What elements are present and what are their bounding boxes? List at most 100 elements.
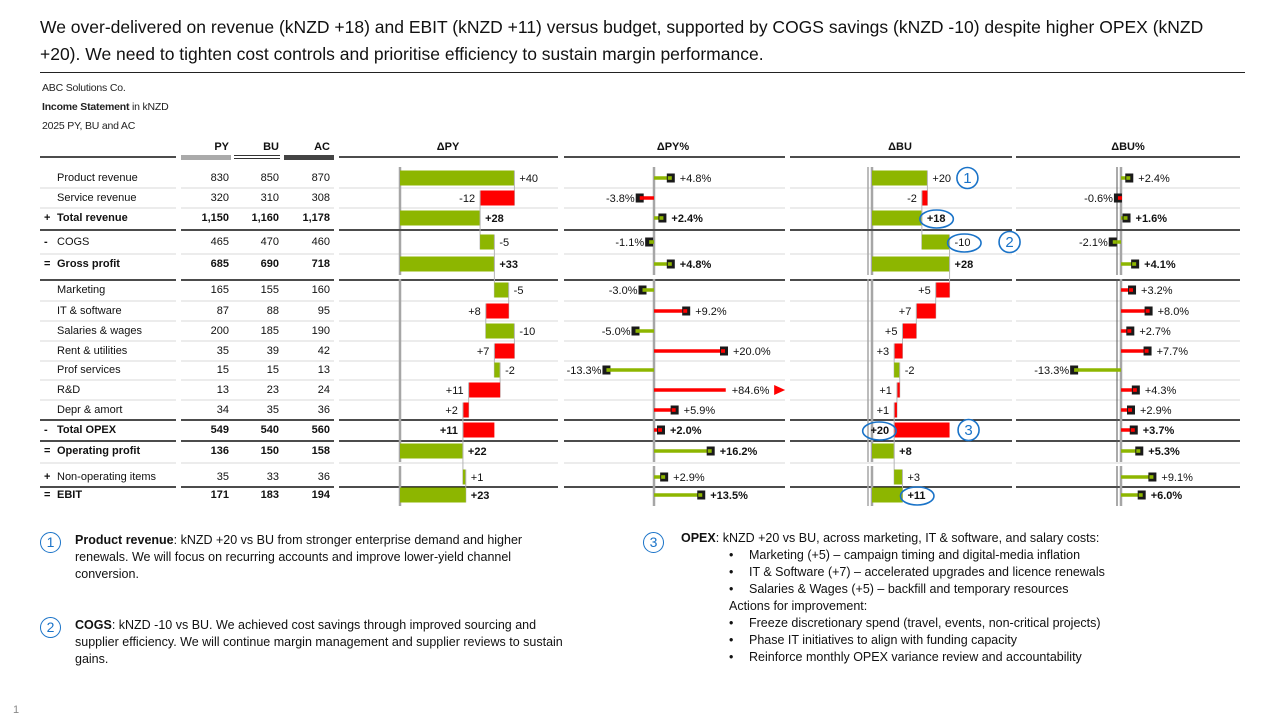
- cell-bu: 88: [267, 305, 279, 317]
- cell-ac: 95: [318, 305, 330, 317]
- note-sep: :: [111, 618, 119, 632]
- cell-ac: 560: [312, 424, 330, 436]
- waterfall-label: -12: [459, 193, 475, 205]
- waterfall-bar: [480, 190, 515, 206]
- pin-marker-inner: [1127, 329, 1132, 333]
- cell-bu: 183: [261, 489, 279, 501]
- pin-marker-inner: [1130, 428, 1135, 432]
- pin-label: +84.6%: [732, 385, 770, 397]
- pin-label: -3.0%: [609, 285, 638, 297]
- waterfall-bar: [872, 170, 928, 186]
- row-prefix: +: [44, 471, 50, 483]
- cell-ac: 42: [318, 345, 330, 357]
- waterfall-bar: [462, 469, 466, 485]
- cell-py: 1,150: [201, 212, 229, 224]
- callout-badge-chart: [998, 230, 1021, 254]
- callout-ellipse: [899, 486, 935, 506]
- waterfall-bar: [468, 382, 501, 398]
- cell-bu: 470: [261, 236, 279, 248]
- row-label: COGS: [57, 236, 89, 248]
- row-prefix: +: [44, 212, 50, 224]
- pin-label: -1.1%: [615, 237, 644, 249]
- pin-label: -13.3%: [567, 365, 602, 377]
- pin-marker-inner: [635, 329, 640, 333]
- list-item: Salaries & Wages (+5) – backfill and tem…: [729, 581, 1241, 598]
- headline-message: We over-delivered on revenue (kNZD +18) …: [40, 17, 1204, 64]
- waterfall-label: -2: [907, 193, 917, 205]
- cell-bu: 39: [267, 345, 279, 357]
- waterfall-label: +11: [907, 490, 925, 502]
- waterfall-bar: [894, 343, 903, 359]
- pin-label: +4.3%: [1145, 385, 1177, 397]
- waterfall-label: +2: [445, 405, 458, 417]
- waterfall-bar: [485, 323, 515, 339]
- company-name: ABC Solutions Co.: [42, 82, 126, 94]
- pin-label: +2.7%: [1139, 326, 1171, 338]
- pin-marker-inner: [639, 196, 644, 200]
- period-label: 2025 PY, BU and AC: [42, 120, 136, 132]
- cell-ac: 870: [312, 172, 330, 184]
- waterfall-bar: [400, 210, 481, 226]
- list-item: Phase IT initiatives to align with fundi…: [729, 632, 1241, 649]
- actions-list: Freeze discretionary spend (travel, even…: [681, 615, 1241, 666]
- header-marker-ac: [284, 155, 334, 160]
- pin-label: +3.7%: [1143, 425, 1175, 437]
- callout-badge-number: 1: [963, 170, 971, 187]
- list-item: IT & Software (+7) – accelerated upgrade…: [729, 564, 1241, 581]
- cell-ac: 190: [312, 325, 330, 337]
- callout-badge-number: 2: [1005, 234, 1013, 251]
- cell-ac: 460: [312, 236, 330, 248]
- pin-label: +4.8%: [680, 173, 712, 185]
- waterfall-label: +11: [440, 425, 458, 437]
- cell-py: 87: [217, 305, 229, 317]
- waterfall-label: +8: [899, 446, 912, 458]
- list-item: Reinforce monthly OPEX variance review a…: [729, 649, 1241, 666]
- waterfall-label: +3: [877, 346, 890, 358]
- pin-marker-inner: [658, 428, 662, 432]
- row-label: Service revenue: [57, 192, 137, 204]
- waterfall-bar: [921, 190, 928, 206]
- callout-badge-chart: [957, 418, 980, 442]
- waterfall-bar: [494, 343, 515, 359]
- waterfall-bar: [894, 469, 903, 485]
- note-sep: :: [173, 533, 181, 547]
- cell-ac: 13: [318, 364, 330, 376]
- column-header-dbu: ΔBU: [888, 141, 912, 153]
- column-header-dpy: ΔPY: [437, 141, 460, 153]
- pin-marker-inner: [721, 349, 725, 353]
- row-label: Non-operating items: [57, 471, 157, 483]
- row-label: R&D: [57, 384, 80, 396]
- cell-py: 320: [211, 192, 229, 204]
- pin-marker-inner: [707, 449, 712, 453]
- waterfall-label: +1: [879, 385, 892, 397]
- row-label: Prof services: [57, 364, 121, 376]
- waterfall-bar: [400, 487, 466, 503]
- pin-label: +4.1%: [1144, 259, 1176, 271]
- list-item: Marketing (+5) – campaign timing and dig…: [729, 547, 1241, 564]
- cell-bu: 850: [261, 172, 279, 184]
- waterfall-bar: [894, 422, 950, 438]
- pin-marker-inner: [659, 216, 664, 220]
- pin-label: +16.2%: [720, 446, 758, 458]
- waterfall-label: +18: [927, 213, 946, 225]
- cell-bu: 15: [267, 364, 279, 376]
- pin-marker-inner: [1132, 262, 1137, 266]
- row-label: Product revenue: [57, 172, 138, 184]
- cell-py: 549: [211, 424, 229, 436]
- row-prefix: =: [44, 489, 50, 501]
- cell-ac: 1,178: [302, 212, 330, 224]
- cell-ac: 718: [312, 258, 330, 270]
- pin-marker-inner: [642, 288, 647, 292]
- callout-badge-3: 3: [643, 532, 664, 553]
- cell-ac: 36: [318, 404, 330, 416]
- pin-label: +3.2%: [1141, 285, 1173, 297]
- note-text: kNZD +20 vs BU from stronger enterprise …: [75, 533, 523, 581]
- pin-label: +2.4%: [1138, 173, 1170, 185]
- note-title: COGS: [75, 618, 112, 632]
- cell-ac: 308: [312, 192, 330, 204]
- waterfall-label: +7: [899, 306, 912, 318]
- headline-divider: [40, 72, 1245, 73]
- actions-heading: Actions for improvement:: [729, 599, 868, 613]
- pin-label: +2.9%: [1140, 405, 1172, 417]
- cell-ac: 158: [312, 445, 330, 457]
